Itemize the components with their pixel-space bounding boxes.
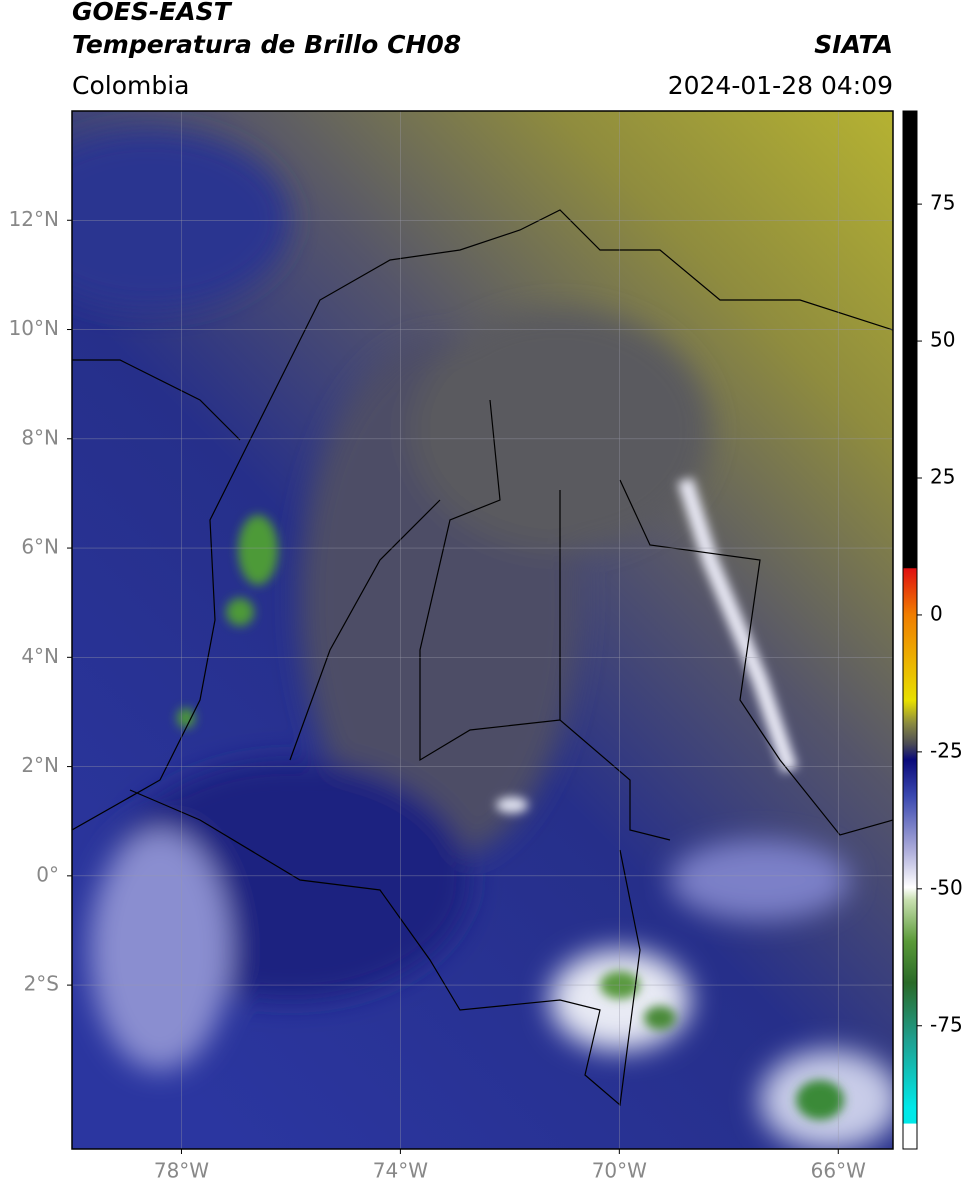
y-tick-label: 2°N — [21, 753, 59, 777]
y-tick-label: 6°N — [21, 535, 59, 559]
datetime: 2024-01-28 04:09 — [668, 71, 893, 100]
satellite: GOES-EAST — [72, 0, 233, 26]
colorbar-label: 0 — [930, 601, 943, 625]
y-tick-label: 8°N — [21, 425, 59, 449]
x-tick-label: 74°W — [373, 1159, 428, 1183]
satellite-image — [72, 111, 893, 1149]
colorbar-label: -50 — [930, 875, 963, 899]
y-tick-label: 2°S — [24, 972, 59, 996]
colorbar-label: 75 — [930, 191, 955, 215]
y-tick-label: 10°N — [9, 316, 59, 340]
colorbar-label: 25 — [930, 464, 955, 488]
y-tick-label: 4°N — [21, 644, 59, 668]
product: Temperatura de Brillo CH08 — [72, 30, 461, 59]
y-tick-label: 12°N — [9, 207, 59, 231]
region: Colombia — [72, 71, 189, 100]
colorbar-label: -75 — [930, 1012, 963, 1036]
colorbar-label: 50 — [930, 328, 955, 352]
map-frame — [71, 110, 894, 1150]
x-tick-label: 70°W — [592, 1159, 647, 1183]
colorbar-label: -25 — [930, 738, 963, 762]
x-tick-label: 78°W — [154, 1159, 209, 1183]
x-tick-label: 66°W — [811, 1159, 866, 1183]
source: SIATA — [814, 30, 893, 59]
colorbar — [902, 110, 918, 1150]
y-tick-label: 0° — [36, 862, 59, 886]
